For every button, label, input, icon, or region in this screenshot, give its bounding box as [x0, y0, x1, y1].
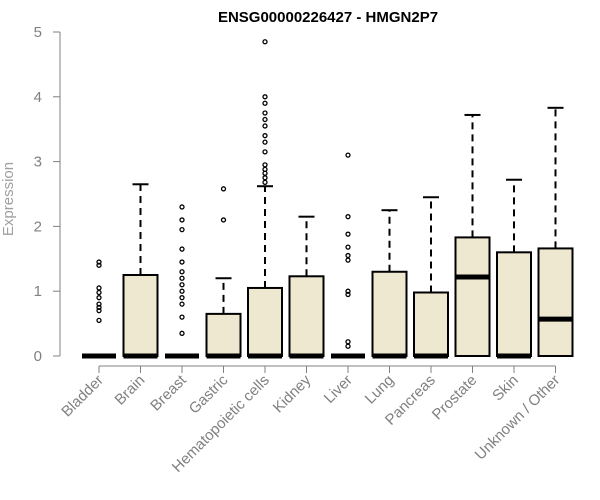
outlier-point: [179, 288, 185, 294]
outlier-point: [345, 291, 351, 298]
box-body: [454, 236, 491, 357]
x-tick-label: Lung: [362, 372, 398, 408]
x-tick-label: Skin: [489, 372, 522, 405]
box-breast: [165, 204, 199, 359]
outlier-point: [220, 217, 227, 223]
outlier-point: [345, 252, 351, 259]
outlier-point: [345, 339, 351, 345]
x-tick-label: Bladder: [58, 372, 107, 421]
box-kidney: [288, 215, 325, 359]
outlier-point: [262, 179, 268, 185]
x-tick-label: Prostate: [429, 372, 481, 424]
outlier-point: [262, 166, 268, 173]
box-body: [288, 275, 325, 357]
outlier-point: [96, 317, 102, 324]
outlier-point: [220, 186, 227, 192]
outlier-point: [96, 301, 102, 307]
outlier-point: [345, 257, 351, 263]
y-tick-label: 5: [34, 24, 42, 41]
x-tick-label: Breast: [147, 371, 190, 414]
x-tick-label: Kidney: [270, 371, 315, 416]
box-liver: [331, 152, 365, 359]
box-body: [496, 251, 532, 358]
chart-title: ENSG00000226427 - HMGN2P7: [218, 9, 438, 26]
box-body: [371, 270, 408, 358]
y-axis-label: Expression: [0, 162, 17, 236]
outlier-point: [179, 246, 185, 252]
outlier-point: [96, 289, 102, 296]
outlier-point: [179, 295, 185, 301]
y-tick-label: 4: [34, 89, 42, 106]
outlier-point: [262, 139, 268, 145]
box-unknown-other: [537, 106, 574, 358]
outlier-point: [179, 301, 185, 307]
outlier-point: [179, 314, 185, 320]
outlier-point: [262, 100, 268, 106]
box-prostate: [454, 113, 491, 357]
box-pancreas: [413, 196, 449, 359]
y-tick-label: 1: [34, 283, 42, 300]
outlier-point: [262, 149, 268, 155]
outlier-point: [345, 152, 351, 158]
outlier-point: [179, 330, 185, 336]
outlier-point: [345, 214, 351, 220]
outlier-point: [345, 244, 351, 250]
outlier-point: [96, 262, 102, 268]
box-gastric: [205, 186, 242, 359]
box-skin: [496, 178, 532, 359]
y-tick-label: 0: [34, 348, 42, 365]
x-tick-label: Liver: [321, 372, 356, 407]
y-tick-label: 3: [34, 154, 42, 171]
outlier-point: [96, 307, 102, 314]
box-lung: [371, 209, 408, 359]
outlier-point: [345, 231, 351, 237]
box-body: [537, 247, 574, 358]
axes: 0 1 2 3 4 5: [34, 24, 556, 373]
box-body: [413, 291, 449, 358]
box-body: [122, 274, 159, 357]
boxes: [82, 39, 574, 359]
outlier-point: [179, 226, 185, 233]
box-brain: [122, 183, 159, 359]
outlier-point: [262, 39, 268, 45]
box-bladder: [82, 259, 116, 359]
outlier-point: [262, 123, 268, 129]
outlier-point: [179, 204, 185, 210]
outlier-point: [262, 116, 268, 123]
outlier-point: [345, 288, 351, 294]
outlier-point: [262, 175, 268, 181]
outlier-point: [262, 110, 268, 116]
outlier-point: [179, 282, 185, 288]
outlier-point: [96, 304, 102, 311]
outlier-point: [179, 259, 185, 265]
outlier-point: [179, 275, 185, 281]
outlier-point: [345, 343, 351, 349]
outlier-point: [179, 217, 185, 223]
outlier-point: [179, 269, 185, 275]
outlier-point: [96, 259, 102, 265]
outlier-point: [262, 133, 268, 139]
y-tick-label: 2: [34, 218, 42, 235]
box-hematopoietic-cells: [247, 39, 283, 359]
box-body: [247, 286, 283, 357]
outlier-point: [96, 285, 102, 291]
outlier-point: [262, 162, 268, 168]
outlier-point: [262, 94, 268, 100]
x-tick-label: Brain: [112, 372, 149, 409]
outlier-point: [96, 295, 102, 301]
box-body: [205, 312, 242, 358]
